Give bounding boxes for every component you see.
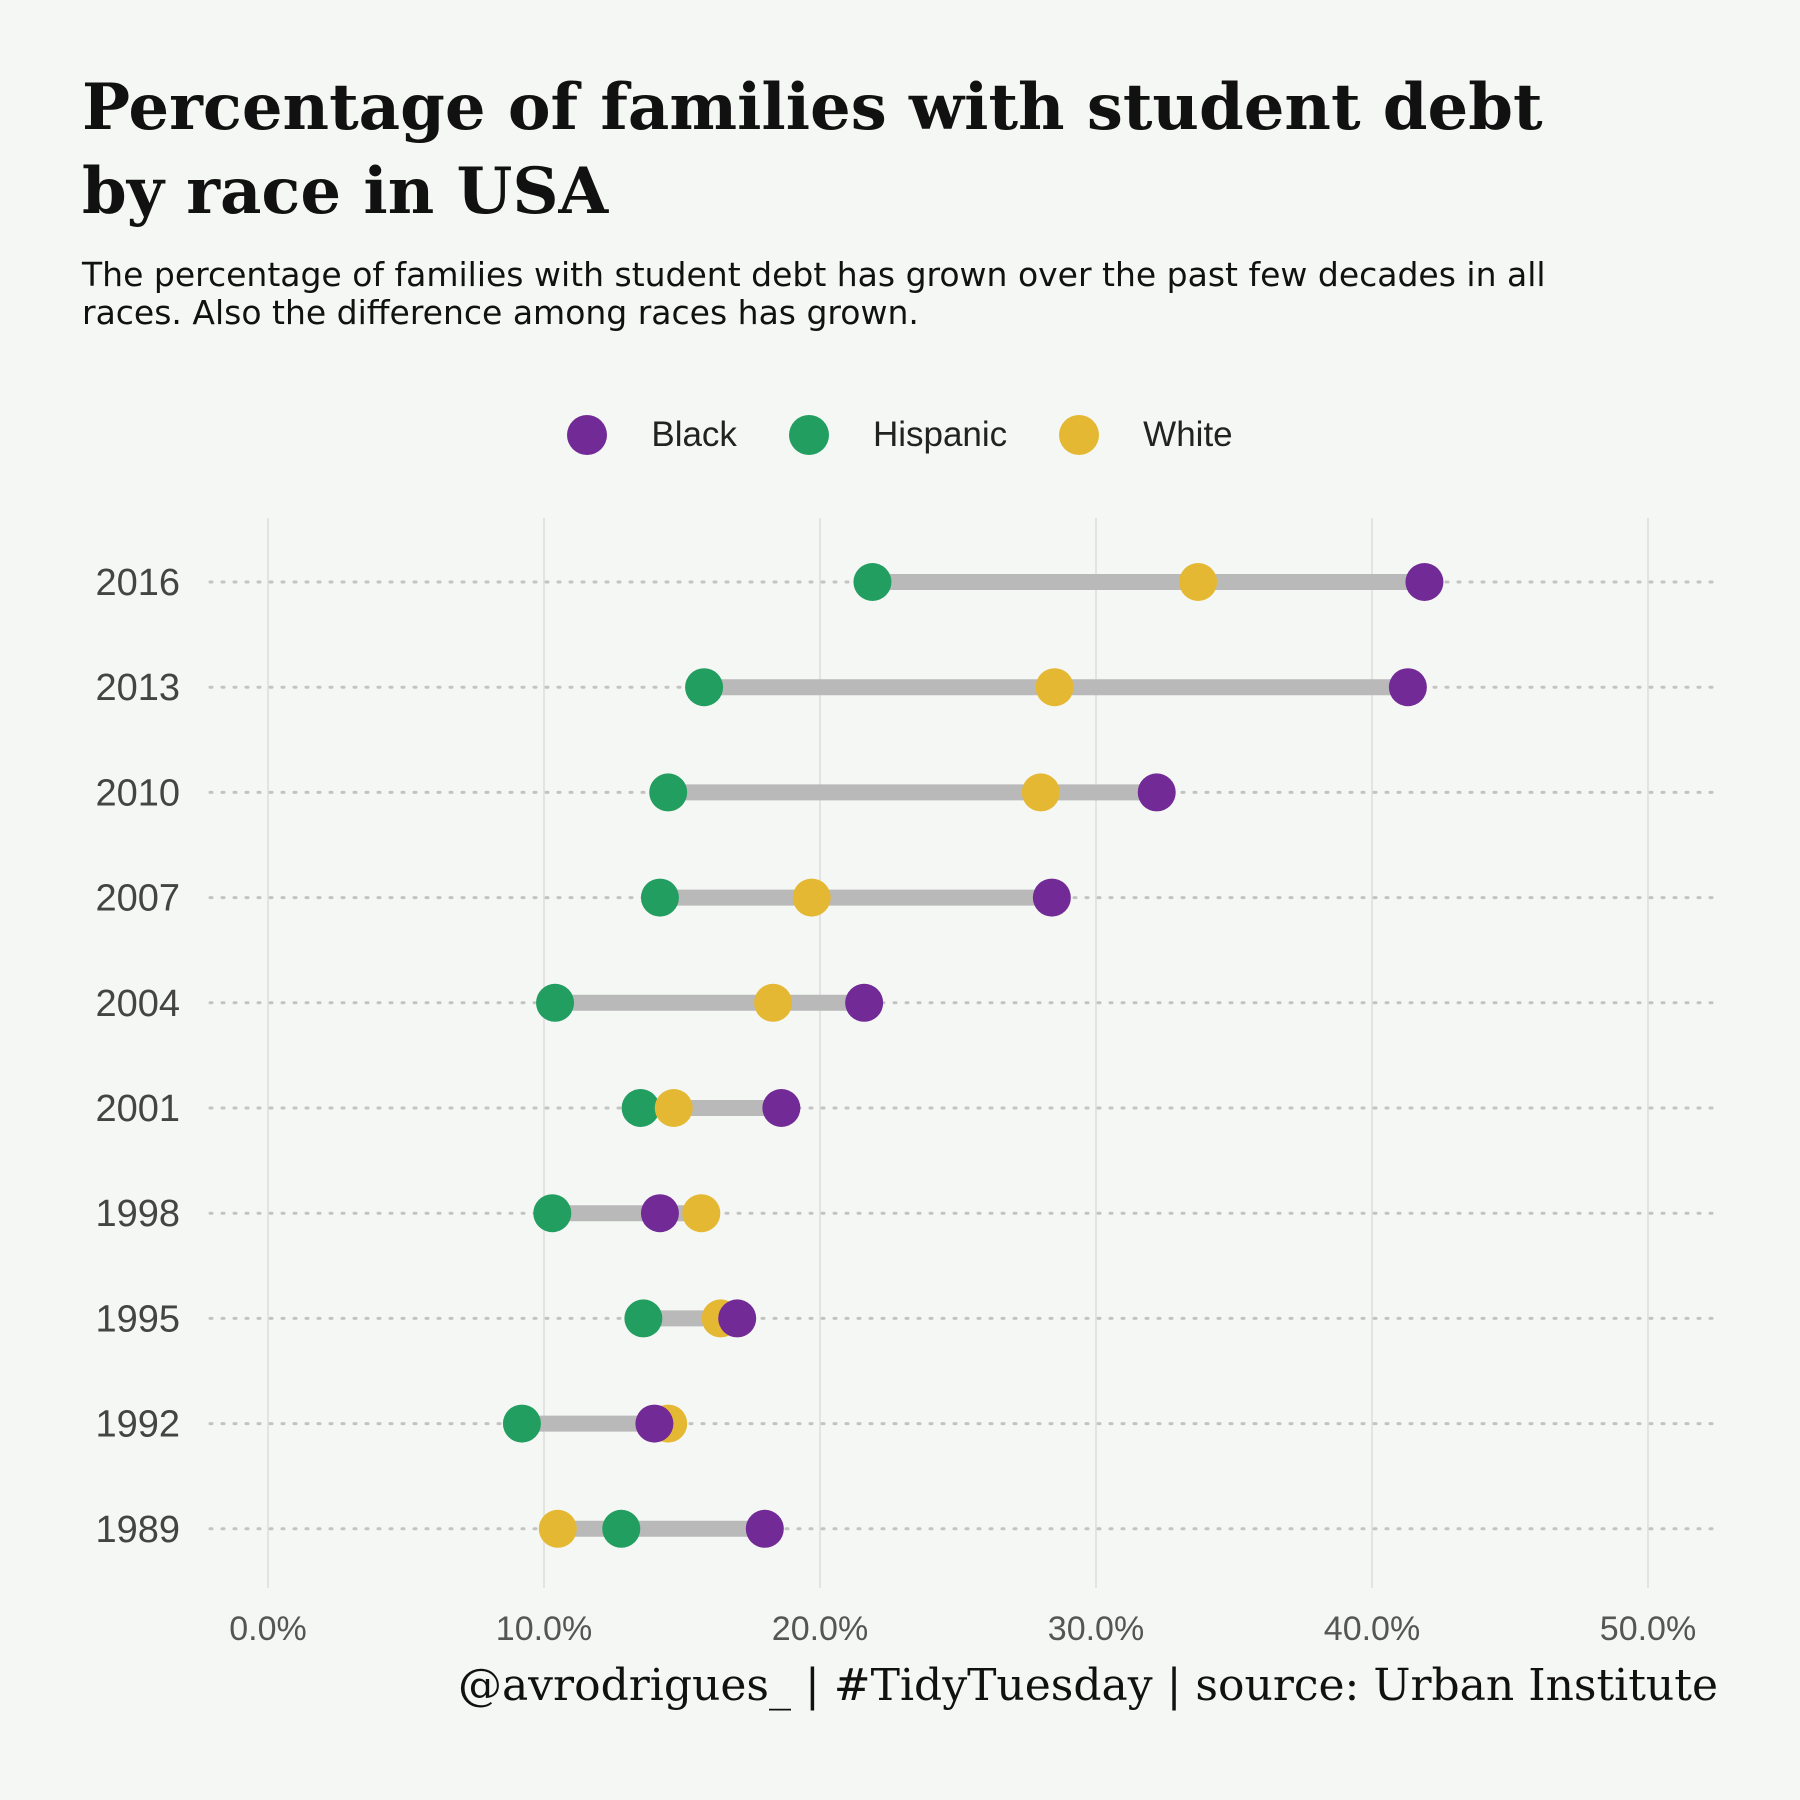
point-hispanic	[602, 1509, 641, 1548]
point-white	[654, 1089, 693, 1127]
legend-swatch-hispanic	[788, 415, 829, 455]
point-black	[718, 1299, 757, 1338]
y-tick-label: 2010	[95, 772, 180, 814]
point-hispanic	[621, 1089, 660, 1127]
point-white	[754, 983, 793, 1022]
chart-title: Percentage of families with student debt…	[82, 66, 1682, 234]
point-white	[538, 1509, 577, 1548]
y-tick-label: 2004	[95, 983, 180, 1025]
point-hispanic	[536, 983, 575, 1022]
y-tick-label: 1989	[95, 1509, 180, 1551]
x-tick-label: 40.0%	[1324, 1610, 1420, 1648]
x-tick-label: 30.0%	[1048, 1610, 1144, 1648]
chart-caption: @avrodrigues_ | #TidyTuesday | source: U…	[457, 1660, 1718, 1711]
legend-swatch-black	[567, 415, 608, 455]
chart-subtitle: The percentage of families with student …	[82, 256, 1722, 332]
y-tick-label: 1998	[95, 1193, 180, 1235]
point-black	[640, 1194, 679, 1233]
subtitle-line-1: The percentage of families with student …	[82, 255, 1546, 294]
point-hispanic	[502, 1404, 541, 1443]
legend: Black Hispanic White	[0, 410, 1800, 460]
point-black	[745, 1509, 784, 1548]
x-tick-label: 20.0%	[772, 1610, 868, 1648]
point-white	[1021, 773, 1060, 812]
point-white	[792, 878, 831, 917]
y-tick-label: 1995	[95, 1298, 180, 1340]
point-black	[1032, 878, 1071, 917]
y-tick-label: 2016	[95, 562, 180, 604]
y-tick-label: 2013	[95, 667, 180, 709]
point-hispanic	[853, 563, 892, 601]
point-black	[635, 1404, 674, 1443]
point-white	[1035, 668, 1074, 707]
point-white	[682, 1194, 721, 1233]
legend-swatch-white	[1059, 415, 1100, 455]
point-hispanic	[640, 878, 679, 917]
point-hispanic	[624, 1299, 663, 1338]
x-tick-label: 0.0%	[229, 1610, 307, 1648]
title-line-1: Percentage of families with student debt	[82, 70, 1543, 145]
legend-item-white: White	[1059, 415, 1233, 455]
point-black	[1405, 563, 1444, 601]
legend-item-black: Black	[567, 415, 737, 455]
legend-label-black: Black	[651, 415, 737, 454]
legend-item-hispanic: Hispanic	[788, 415, 1008, 455]
point-black	[845, 983, 884, 1022]
point-hispanic	[649, 773, 688, 812]
y-tick-label: 1992	[95, 1404, 180, 1446]
legend-label-hispanic: Hispanic	[872, 415, 1008, 454]
title-line-2: by race in USA	[82, 154, 609, 229]
subtitle-line-2: races. Also the difference among races h…	[82, 293, 919, 332]
point-black	[1137, 773, 1176, 812]
point-black	[1388, 668, 1427, 707]
point-white	[1179, 563, 1218, 601]
y-tick-label: 2001	[95, 1088, 180, 1130]
point-hispanic	[533, 1194, 572, 1233]
point-hispanic	[685, 668, 724, 707]
x-tick-label: 50.0%	[1600, 1610, 1696, 1648]
point-black	[762, 1089, 801, 1127]
x-tick-label: 10.0%	[496, 1610, 592, 1648]
legend-label-white: White	[1143, 415, 1233, 454]
y-tick-label: 2007	[95, 878, 180, 920]
